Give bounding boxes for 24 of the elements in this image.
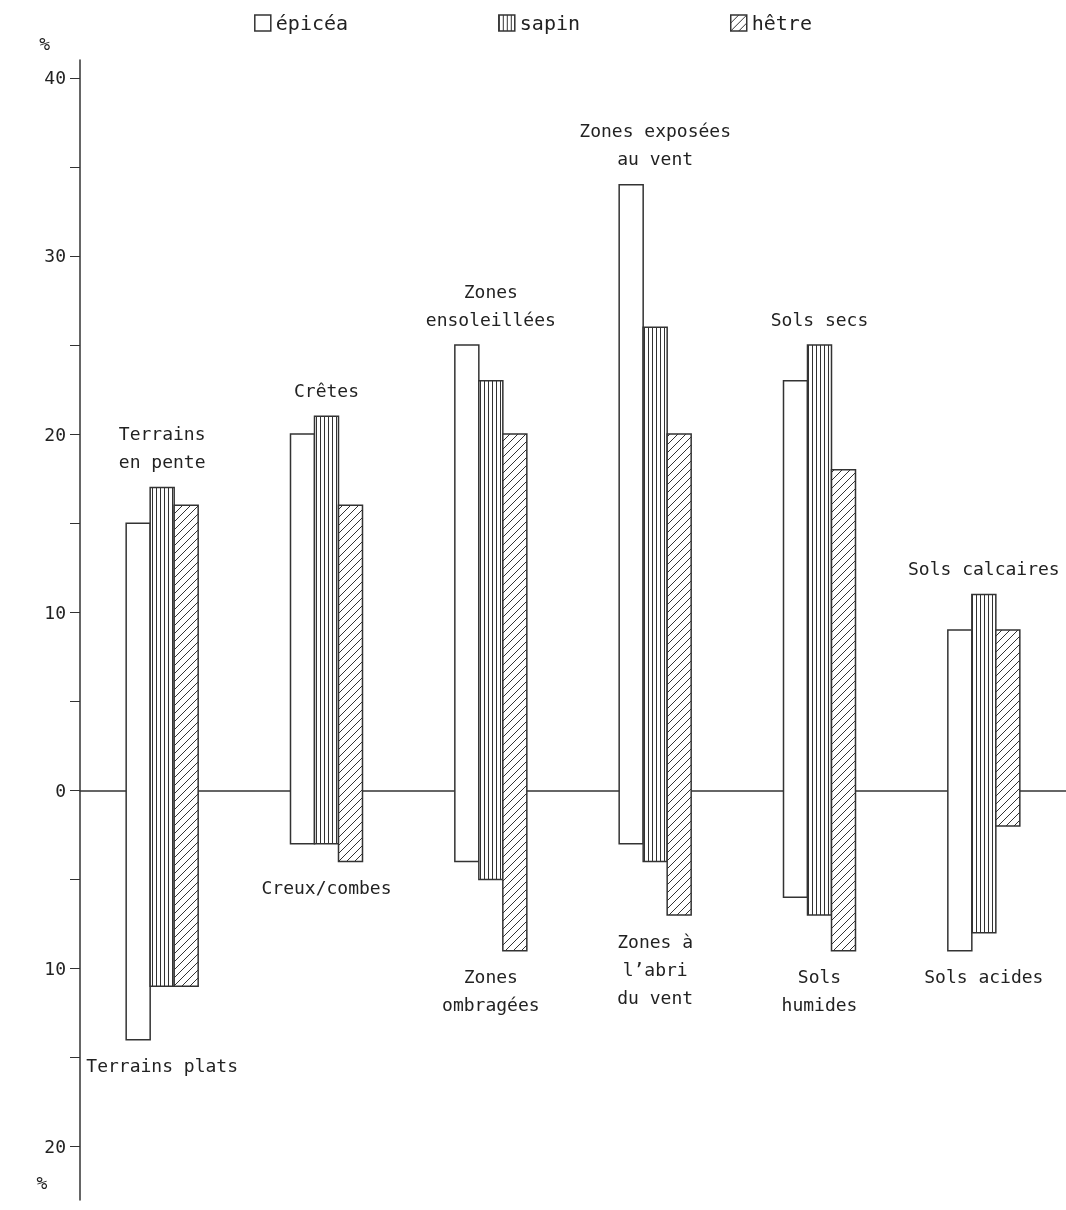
annotation: Zones à l’abri du vent [617, 930, 694, 1008]
annotation: Creux/combes [261, 877, 392, 899]
x-tick-label: Crêtes [293, 379, 360, 401]
text: % [36, 1171, 48, 1193]
y-tick-label: 20 [44, 1136, 66, 1158]
x-tick-label: Zones exposées au vent [579, 120, 732, 170]
y-tick-label: 0 [55, 779, 66, 801]
x-tick-label: Sols calcaires [907, 557, 1060, 579]
y-tick-label: 10 [44, 601, 66, 623]
annotation: Zones ombragées [442, 966, 540, 1016]
y-tick-label: 10 [44, 957, 66, 979]
x-tick-label: Terrains en pente [118, 423, 206, 472]
y-axis-title: % [39, 32, 51, 54]
annotation: Sols humides [781, 966, 858, 1016]
y-tick-label: 30 [44, 245, 66, 267]
legend-label: hêtre [751, 11, 812, 35]
x-tick-label: Sols secs [770, 308, 869, 330]
y-tick-label: 40 [44, 67, 66, 89]
annotation: Terrains plats [86, 1055, 239, 1077]
legend-label: épicéa [275, 11, 349, 35]
annotation: Sols acides [924, 966, 1044, 988]
x-tick-label: Zones ensoleillées [425, 280, 556, 330]
legend-label: sapin [519, 11, 581, 35]
y-tick-label: 20 [44, 423, 66, 445]
